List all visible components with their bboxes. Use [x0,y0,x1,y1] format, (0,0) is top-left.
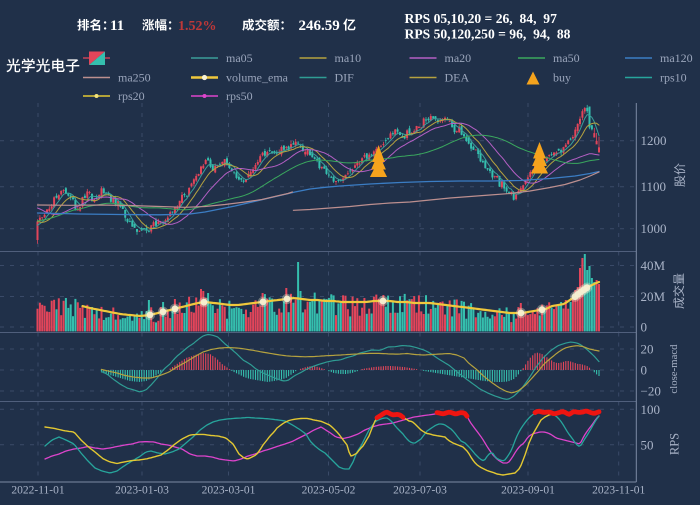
svg-text:0: 0 [641,363,648,378]
svg-text:2023-09-01: 2023-09-01 [501,485,555,497]
svg-text:RPS 50,120,250 = 96, 94, 88: RPS 50,120,250 = 96, 94, 88 [405,27,571,42]
svg-text:rps50: rps50 [226,89,253,103]
svg-text:11: 11 [110,18,124,34]
svg-text:0: 0 [641,320,648,335]
svg-text:ma05: ma05 [226,51,253,65]
svg-text:40M: 40M [641,258,666,273]
svg-text:2022-11-01: 2022-11-01 [11,485,64,497]
svg-text:20: 20 [641,342,654,357]
svg-text:1000: 1000 [641,221,667,236]
svg-text:buy: buy [553,71,571,85]
svg-text:ma250: ma250 [118,71,151,85]
svg-text:DEA: DEA [445,71,470,85]
svg-text:20M: 20M [641,289,666,304]
svg-text:RPS: RPS [668,433,682,455]
svg-text:ma20: ma20 [445,51,472,65]
svg-text:DIF: DIF [335,71,355,85]
svg-text:RPS 05,10,20 = 26, 84, 97: RPS 05,10,20 = 26, 84, 97 [405,11,558,26]
svg-text:ma120: ma120 [660,51,693,65]
svg-text:rps10: rps10 [660,71,687,85]
svg-text:1200: 1200 [641,133,667,148]
svg-text:2023-03-01: 2023-03-01 [202,485,256,497]
svg-text:rps20: rps20 [118,89,145,103]
svg-text:1.52%: 1.52% [178,19,217,34]
svg-text:100: 100 [641,402,661,417]
svg-text:2023-05-02: 2023-05-02 [302,485,356,497]
svg-text:2023-11-01: 2023-11-01 [592,485,645,497]
svg-text:−20: −20 [641,384,661,399]
svg-text:ma10: ma10 [335,51,362,65]
svg-text:volume_ema: volume_ema [226,71,289,85]
svg-text:246.59: 246.59 [299,18,340,34]
svg-text:ma50: ma50 [553,51,580,65]
svg-text:close-macd: close-macd [668,344,680,394]
svg-text:2023-07-03: 2023-07-03 [393,485,447,497]
svg-text:50: 50 [641,437,654,452]
svg-text:1100: 1100 [641,179,667,194]
svg-text:2023-01-03: 2023-01-03 [115,485,169,497]
